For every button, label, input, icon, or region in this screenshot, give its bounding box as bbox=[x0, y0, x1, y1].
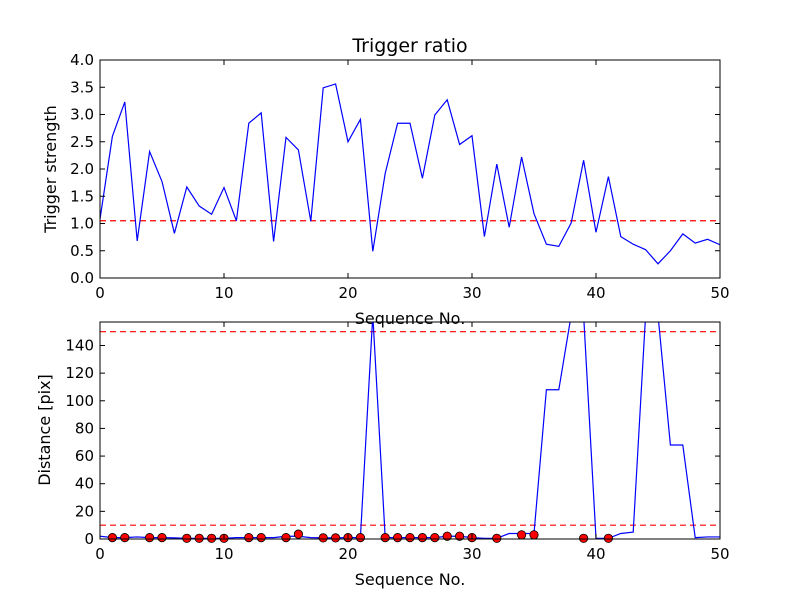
distance-y-tick-label: 60 bbox=[75, 447, 94, 465]
distance-plot-area bbox=[100, 322, 720, 543]
trigger-plot-area bbox=[100, 83, 720, 265]
distance-y-tick-label: 0 bbox=[84, 530, 94, 548]
trigger-x-tick-label: 30 bbox=[462, 284, 481, 302]
distance-y-tick-label: 140 bbox=[65, 336, 94, 354]
distance-x-axis-label: Sequence No. bbox=[355, 570, 466, 589]
distance-y-tick-label: 20 bbox=[75, 502, 94, 520]
distance-marker-point bbox=[442, 531, 452, 541]
distance-marker-point bbox=[256, 533, 266, 543]
distance-panel: 0 10 20 30 40 50 0 20 40 60 80 100 120 140 Sequence N… bbox=[35, 321, 730, 589]
trigger-x-tick-label: 40 bbox=[586, 284, 605, 302]
distance-marker-point bbox=[244, 533, 254, 543]
trigger-plot-content bbox=[100, 83, 720, 265]
distance-marker-point bbox=[578, 533, 589, 543]
trigger-y-tick-label: 3.5 bbox=[70, 78, 94, 96]
trigger-x-axis-label: Sequence No. bbox=[355, 309, 466, 328]
distance-y-tick-label: 100 bbox=[65, 392, 94, 410]
distance-y-tick-label: 120 bbox=[65, 364, 94, 382]
trigger-ticks: 0 10 20 30 40 50 0.0 0.5 1.0 1.5 2.0 2.5 3.0 3.5 4.0 bbox=[70, 51, 729, 302]
trigger-y-tick-label: 2.5 bbox=[70, 133, 94, 151]
distance-y-tick-label: 40 bbox=[75, 475, 94, 493]
trigger-ratio-panel: Trigger ratio 0 10 20 30 40 50 0.0 0.5 1.0 1.5 2.0… bbox=[41, 35, 730, 328]
distance-marker-point bbox=[281, 533, 291, 543]
distance-marker-point bbox=[157, 533, 167, 543]
distance-marker-point bbox=[182, 533, 192, 543]
distance-marker-point bbox=[529, 530, 539, 540]
distance-marker-point bbox=[392, 533, 403, 543]
trigger-series-line-0 bbox=[100, 83, 720, 265]
distance-marker-point bbox=[120, 533, 130, 543]
distance-marker-point bbox=[194, 533, 204, 543]
trigger-y-tick-label: 3.0 bbox=[70, 106, 94, 124]
trigger-x-tick-label: 10 bbox=[214, 284, 233, 302]
distance-x-tick-label: 10 bbox=[214, 545, 233, 563]
distance-ticks: 0 10 20 30 40 50 0 20 40 60 80 100 120 140 bbox=[65, 322, 730, 563]
distance-x-tick-label: 20 bbox=[338, 545, 357, 563]
distance-marker-point bbox=[603, 533, 614, 543]
distance-marker-point bbox=[318, 533, 328, 543]
distance-marker-point bbox=[293, 529, 303, 539]
trigger-y-tick-label: 2.0 bbox=[70, 160, 94, 178]
trigger-x-tick-label: 50 bbox=[710, 284, 729, 302]
trigger-y-tick-label: 4.0 bbox=[70, 51, 94, 69]
distance-marker-point bbox=[355, 533, 365, 543]
distance-y-tick-label: 80 bbox=[75, 419, 94, 437]
trigger-y-tick-label: 0.5 bbox=[70, 242, 94, 260]
distance-x-tick-label: 40 bbox=[586, 545, 605, 563]
chart-title: Trigger ratio bbox=[351, 35, 467, 57]
distance-marker-point bbox=[454, 531, 465, 541]
distance-x-tick-label: 30 bbox=[462, 545, 481, 563]
distance-axes-frame bbox=[99, 321, 721, 540]
distance-marker-point bbox=[380, 533, 390, 543]
distance-marker-point bbox=[405, 533, 415, 543]
distance-marker-point bbox=[107, 533, 118, 543]
trigger-y-axis-label: Trigger strength bbox=[41, 105, 60, 234]
trigger-x-tick-label: 0 bbox=[95, 284, 105, 302]
trigger-y-tick-label: 1.5 bbox=[70, 187, 94, 205]
distance-marker-point bbox=[330, 533, 341, 543]
distance-x-tick-label: 0 bbox=[95, 545, 105, 563]
trigger-y-tick-label: 1.0 bbox=[70, 215, 94, 233]
distance-marker-point bbox=[516, 530, 527, 540]
distance-marker-point bbox=[417, 533, 427, 543]
distance-x-tick-label: 50 bbox=[710, 545, 729, 563]
distance-marker-point bbox=[207, 533, 217, 543]
distance-marker-point bbox=[145, 533, 155, 543]
distance-y-axis-label: Distance [pix] bbox=[35, 374, 54, 486]
distance-marker-point bbox=[492, 533, 502, 543]
trigger-y-tick-label: 0.0 bbox=[70, 269, 94, 287]
trigger-x-tick-label: 20 bbox=[338, 284, 357, 302]
distance-marker-point bbox=[430, 533, 440, 543]
